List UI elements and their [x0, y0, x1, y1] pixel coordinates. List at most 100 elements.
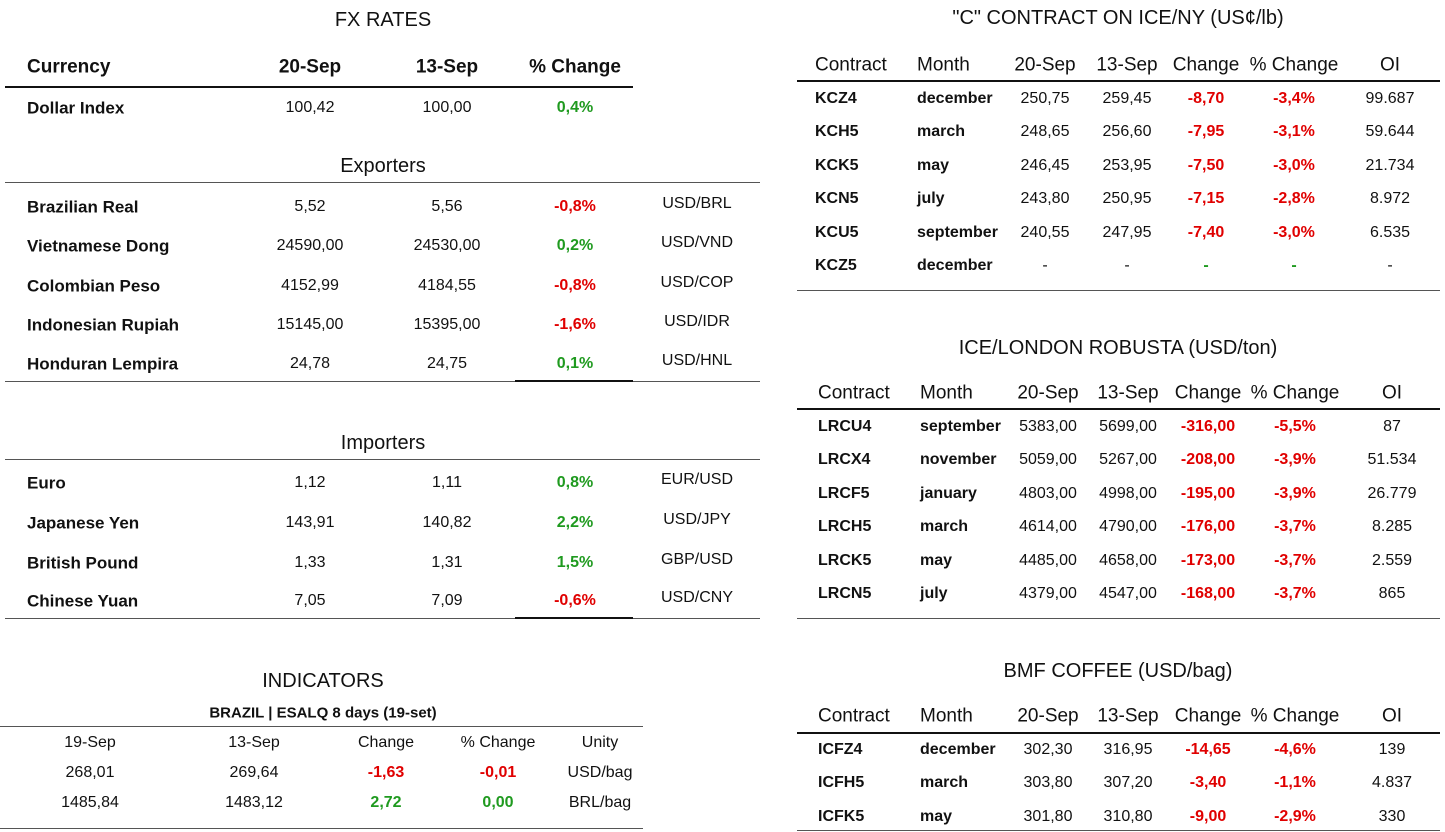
cell: july: [917, 190, 945, 208]
cell: december: [917, 257, 993, 274]
cell: 5059,00: [1019, 451, 1077, 469]
rule: [515, 617, 633, 619]
rule: [5, 618, 760, 619]
cell: USD/IDR: [664, 313, 730, 330]
cell: -7,40: [1187, 223, 1225, 241]
column-header: OI: [1379, 54, 1401, 76]
cell: 8.972: [1369, 190, 1411, 208]
cell: USD/COP: [660, 274, 734, 291]
column-header: OI: [1381, 705, 1403, 727]
column-header: % Change: [529, 56, 621, 78]
cell: 24,78: [289, 355, 331, 372]
cell: 247,95: [1102, 223, 1152, 241]
row-label: ICFH5: [818, 774, 865, 792]
column-header: Change: [357, 734, 415, 751]
cell: 4152,99: [281, 277, 339, 294]
row-label: LRCK5: [818, 551, 872, 569]
cell: BRL/bag: [568, 794, 632, 811]
cell: -316,00: [1180, 418, 1236, 435]
group-title: Exporters: [340, 155, 426, 177]
column-header: Change: [1174, 382, 1242, 404]
row-label: LRCH5: [818, 518, 872, 536]
row-label: ICFZ4: [818, 741, 863, 758]
rule: [5, 381, 760, 382]
cell: -7,15: [1187, 190, 1225, 208]
column-header: OI: [1381, 382, 1403, 404]
cell: -: [1291, 257, 1297, 274]
cell: 1,5%: [556, 554, 594, 571]
group-title: Importers: [340, 432, 426, 454]
cell: 26.779: [1367, 484, 1417, 502]
cell: 0,00: [482, 794, 514, 811]
rule: [797, 732, 1440, 734]
cell: 246,45: [1020, 156, 1070, 174]
cell: 256,60: [1102, 123, 1152, 141]
cell: USD/bag: [567, 764, 633, 781]
row-label: KCH5: [815, 123, 859, 141]
column-header: Change: [1172, 54, 1240, 76]
column-header: 13-Sep: [1097, 382, 1159, 404]
cell: december: [920, 741, 996, 758]
cell: -4,6%: [1274, 741, 1316, 758]
cell: USD/CNY: [660, 589, 734, 606]
section-title: "C" CONTRACT ON ICE/NY (US¢/lb): [952, 7, 1284, 29]
cell: -3,0%: [1273, 156, 1315, 174]
column-header: 20-Sep: [1014, 54, 1076, 76]
cell: USD/JPY: [663, 511, 731, 528]
cell: 4.837: [1371, 774, 1413, 792]
cell: -14,65: [1185, 741, 1231, 758]
cell: -7,50: [1187, 156, 1225, 174]
cell: 7,09: [431, 592, 463, 609]
cell: 865: [1378, 585, 1406, 602]
row-label: KCN5: [815, 190, 859, 208]
section-title: INDICATORS: [262, 670, 384, 692]
cell: 5383,00: [1019, 418, 1077, 435]
cell: -0,8%: [554, 277, 596, 294]
cell: 24,75: [426, 355, 468, 372]
cell: march: [920, 774, 969, 792]
cell: -3,7%: [1274, 585, 1316, 602]
rule: [5, 86, 633, 88]
cell: -3,1%: [1273, 123, 1315, 141]
column-header: Contract: [818, 705, 890, 727]
column-header: % Change: [1250, 382, 1340, 404]
cell: -1,1%: [1274, 774, 1316, 792]
cell: 243,80: [1020, 190, 1070, 208]
column-header: Change: [1174, 705, 1242, 727]
cell: 15395,00: [413, 316, 481, 333]
cell: may: [920, 551, 953, 569]
column-header: Contract: [815, 54, 887, 76]
cell: 99.687: [1365, 90, 1415, 107]
cell: -1,63: [367, 764, 405, 781]
column-header: Month: [920, 382, 973, 404]
column-header: 20-Sep: [278, 56, 342, 78]
cell: -3,7%: [1274, 518, 1316, 536]
cell: -2,8%: [1273, 190, 1315, 208]
cell: december: [917, 90, 993, 107]
cell: 100,00: [422, 99, 472, 116]
row-label: KCZ5: [815, 257, 857, 274]
cell: -3,9%: [1274, 451, 1316, 469]
row-label: LRCU4: [818, 418, 872, 435]
cell: 24530,00: [413, 237, 481, 254]
section-title: BMF COFFEE (USD/bag): [1003, 660, 1233, 682]
cell: 4547,00: [1099, 585, 1157, 602]
cell: 248,65: [1020, 123, 1070, 141]
cell: 1,11: [432, 474, 462, 491]
cell: -1,6%: [554, 316, 596, 333]
cell: 330: [1378, 807, 1406, 825]
cell: 250,95: [1102, 190, 1152, 208]
cell: 21.734: [1365, 156, 1415, 174]
cell: -: [1042, 257, 1048, 274]
cell: -5,5%: [1274, 418, 1316, 435]
cell: may: [920, 807, 953, 825]
column-header: Currency: [27, 56, 111, 78]
cell: 316,95: [1103, 741, 1153, 758]
cell: -173,00: [1180, 551, 1236, 569]
cell: 140,82: [422, 514, 472, 531]
cell: 2,2%: [556, 514, 594, 531]
cell: 4485,00: [1019, 551, 1077, 569]
cell: 4614,00: [1019, 518, 1077, 536]
cell: 0,8%: [556, 474, 594, 491]
